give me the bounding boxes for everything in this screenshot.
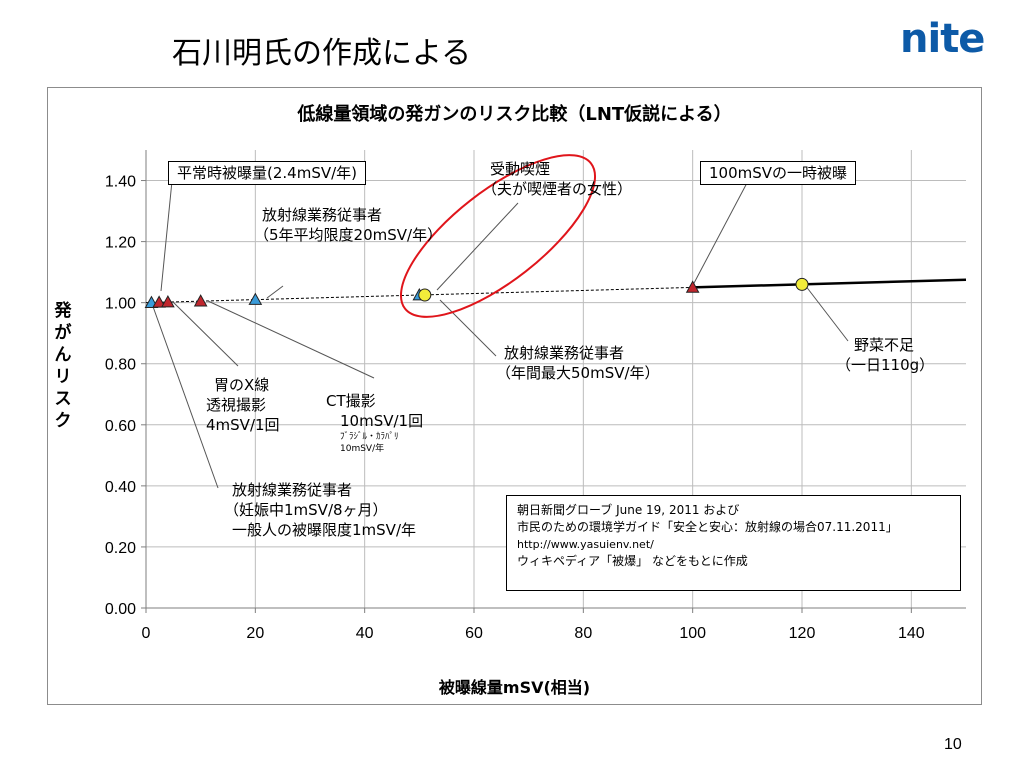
callout-worker-5yr-line2: （5年平均限度20mSV/年）	[254, 226, 443, 244]
callout-ct-line1: CT撮影	[326, 392, 376, 410]
source-line-4: ウィキペディア「被爆」 などをもとに作成	[517, 554, 748, 568]
source-line-3: http://www.yasuienv.net/	[517, 538, 654, 551]
slide-title: 石川明氏の作成による	[172, 36, 472, 71]
x-tick-label: 20	[246, 625, 264, 642]
callout-passive-smoke-line2: （夫が喫煙者の女性）	[482, 180, 633, 198]
callout-worker-pregnancy-line3: 一般人の被曝限度1mSV/年	[232, 521, 416, 539]
x-tick-label: 80	[574, 625, 592, 642]
x-tick-label: 0	[142, 625, 151, 642]
data-point-triangle	[248, 292, 263, 305]
source-note-box: 朝日新聞グローブ June 19, 2011 および 市民のための環境学ガイド「…	[506, 495, 961, 591]
y-tick-label: 0.60	[105, 418, 136, 435]
x-tick-label: 140	[898, 625, 925, 642]
callout-stomach-xray-line1: 胃のX線	[214, 376, 270, 394]
callout-leader-line	[160, 170, 174, 292]
callout-passive-smoke-line1: 受動喫煙	[490, 160, 551, 178]
x-tick-label: 40	[356, 625, 374, 642]
callout-ct-line2: 10mSV/1回	[340, 412, 424, 430]
chart-frame: 0 20 40 60 80 100 120 140 0.00 0.20 0.40 0.60 0.80 1.…	[47, 87, 982, 705]
nite-logo: nite	[900, 16, 985, 62]
data-point-triangle	[152, 295, 166, 308]
y-tick-label: 1.00	[105, 296, 136, 313]
callout-leader-line	[207, 300, 375, 379]
y-tick-label: 1.20	[105, 235, 136, 252]
callout-leader-line	[804, 284, 849, 342]
data-point-circle	[795, 277, 809, 291]
callout-leader-line	[439, 299, 497, 357]
y-tick-label: 1.40	[105, 174, 136, 191]
y-tick-label: 0.00	[105, 601, 136, 618]
callout-worker-pregnancy-line2: （妊娠中1mSV/8ヶ月）	[224, 501, 388, 519]
callout-ct-line4: 10mSV/年	[340, 444, 385, 454]
callout-leader-line	[436, 202, 519, 291]
lnt-solid-line	[692, 278, 967, 289]
callout-worker-5yr: 放射線業務従事者 （5年平均限度20mSV/年）	[254, 205, 442, 245]
data-point-triangle	[685, 280, 700, 293]
lnt-dashed-line	[145, 286, 693, 304]
x-tick-label: 100	[679, 625, 706, 642]
callout-leader-line	[172, 301, 239, 367]
callout-vegetable-line1: 野菜不足	[854, 336, 915, 354]
callout-worker-annual-line1: 放射線業務従事者	[504, 344, 625, 362]
callout-vegetable: 野菜不足 （一日110g）	[836, 335, 934, 375]
y-tick-label: 0.80	[105, 357, 136, 374]
callout-worker-annual-line2: （年間最大50mSV/年）	[496, 364, 660, 382]
callout-ct: CT撮影 10mSV/1回 ﾌﾞﾗｼﾞﾙ・ｶﾗﾊﾟﾘ 10mSV/年	[324, 391, 423, 455]
callout-passive-smoke: 受動喫煙 （夫が喫煙者の女性）	[482, 159, 632, 199]
data-point-circle	[418, 288, 432, 302]
callout-worker-pregnancy: 放射線業務従事者 （妊娠中1mSV/8ヶ月） 一般人の被曝限度1mSV/年	[224, 480, 416, 540]
source-line-1: 朝日新聞グローブ June 19, 2011 および	[517, 503, 740, 517]
callout-ct-line3: ﾌﾞﾗｼﾞﾙ・ｶﾗﾊﾟﾘ	[340, 432, 399, 442]
callout-vegetable-line2: （一日110g）	[836, 356, 935, 374]
x-axis-label: 被曝線量mSV(相当)	[438, 678, 591, 697]
x-tick-label: 60	[465, 625, 483, 642]
page-number: 10	[944, 736, 962, 753]
source-line-2: 市民のための環境学ガイド「安全と安心：放射線の場合07.11.2011」	[517, 520, 898, 534]
chart-title: 低線量領域の発ガンのリスク比較（LNT仮説による）	[297, 104, 732, 125]
callout-worker-5yr-line1: 放射線業務従事者	[262, 206, 383, 224]
callout-stomach-xray-line2: 透視撮影	[206, 396, 267, 414]
callout-stomach-xray-line3: 4mSV/1回	[206, 416, 280, 434]
callout-stomach-xray: 胃のX線 透視撮影 4mSV/1回	[206, 375, 280, 435]
y-tick-label: 0.40	[105, 479, 136, 496]
callout-worker-pregnancy-line1: 放射線業務従事者	[232, 481, 353, 499]
data-point-triangle	[161, 295, 175, 308]
data-point-triangle	[193, 294, 208, 307]
y-tick-label: 0.20	[105, 540, 136, 557]
callout-leader-line	[692, 180, 749, 286]
x-tick-label: 120	[789, 625, 816, 642]
highlight-ellipse	[399, 154, 597, 318]
y-axis-label: 発がんリスク	[54, 301, 72, 431]
callout-leader-line	[150, 300, 219, 489]
callout-one-time-100: 100mSVの一時被曝	[700, 161, 857, 185]
callout-worker-annual: 放射線業務従事者 （年間最大50mSV/年）	[496, 343, 660, 383]
callout-leader-line	[266, 285, 284, 299]
callout-normal-dose: 平常時被曝量(2.4mSV/年)	[168, 161, 367, 185]
